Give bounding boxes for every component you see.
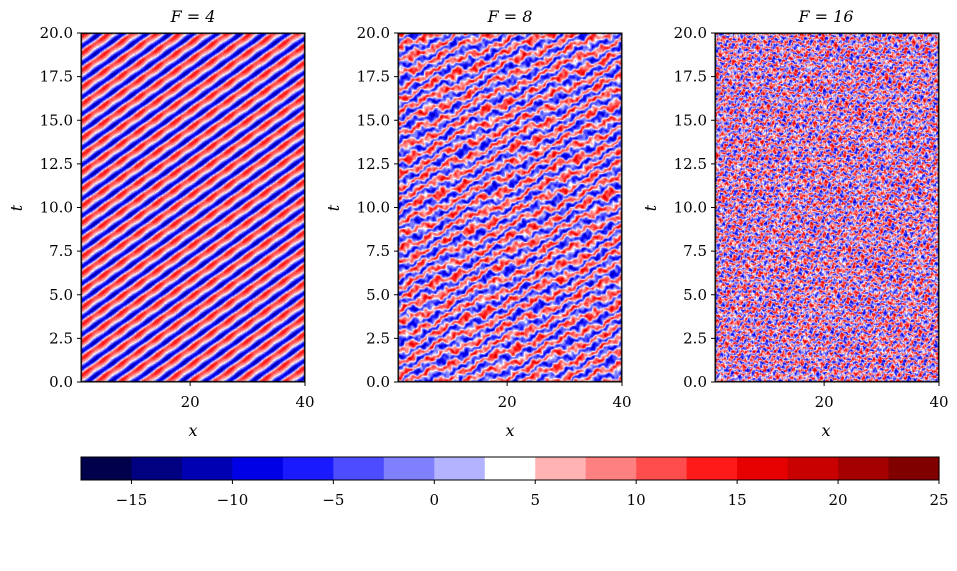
y-tick-label: 12.5 xyxy=(357,155,390,173)
colorbar-tick-label: 15 xyxy=(728,491,747,509)
colorbar-tick-label: −15 xyxy=(116,491,148,509)
colorbar-tick-label: −10 xyxy=(217,491,249,509)
y-tick-label: 17.5 xyxy=(357,68,390,86)
colorbar-swatch xyxy=(282,457,334,480)
panel-title: F = 4 xyxy=(170,7,216,26)
y-axis-label: t xyxy=(641,204,660,211)
colorbar-swatch xyxy=(434,457,486,480)
colorbar-swatch xyxy=(232,457,284,480)
y-tick-label: 15.0 xyxy=(357,111,390,129)
y-tick-label: 5.0 xyxy=(366,286,390,304)
colorbar-ticks: −15 −10 −5 0 5 10 15 20 25 xyxy=(116,480,949,509)
y-tick-label: 0.0 xyxy=(366,373,390,391)
colorbar-swatches xyxy=(81,457,940,480)
panel-f8: F = 8 x t 0.0 2.5 5.0 7.5 10.0 12.5 15.0 17.5 20… xyxy=(324,7,632,440)
colorbar-swatch xyxy=(333,457,385,480)
y-tick-label: 17.5 xyxy=(40,68,73,86)
colorbar-swatch xyxy=(131,457,183,480)
colorbar: −15 −10 −5 0 5 10 15 20 25 xyxy=(80,456,949,509)
colorbar-tick-label: −5 xyxy=(322,491,344,509)
x-tick-label: 20 xyxy=(815,393,834,411)
colorbar-swatch xyxy=(838,457,890,480)
y-axis-label: t xyxy=(324,204,343,211)
y-tick-label: 2.5 xyxy=(366,329,390,347)
y-ticks: 0.0 2.5 5.0 7.5 10.0 12.5 15.0 17.5 20.0 xyxy=(357,24,398,391)
x-ticks: 20 40 xyxy=(815,382,949,411)
colorbar-swatch xyxy=(787,457,839,480)
colorbar-tick-label: 0 xyxy=(430,491,440,509)
y-tick-label: 15.0 xyxy=(674,111,707,129)
y-tick-label: 10.0 xyxy=(674,199,707,217)
y-tick-label: 0.0 xyxy=(49,373,73,391)
colorbar-frame xyxy=(80,456,940,481)
colorbar-swatch xyxy=(636,457,688,480)
panel-f4: F = 4 x t 0.0 2.5 5.0 7.5 10.0 12.5 15.0 17.5 20… xyxy=(7,7,315,440)
x-axis-label: x xyxy=(505,421,514,440)
colorbar-swatch xyxy=(888,457,940,480)
y-tick-label: 12.5 xyxy=(674,155,707,173)
colorbar-swatch xyxy=(686,457,738,480)
heatmap-f4 xyxy=(81,33,305,382)
x-axis-label: x xyxy=(188,421,197,440)
y-tick-label: 10.0 xyxy=(40,199,73,217)
y-tick-label: 5.0 xyxy=(49,286,73,304)
y-tick-label: 20.0 xyxy=(40,24,73,42)
x-tick-label: 40 xyxy=(612,393,631,411)
y-tick-label: 7.5 xyxy=(366,242,390,260)
colorbar-tick-label: 10 xyxy=(627,491,646,509)
y-tick-label: 7.5 xyxy=(683,242,707,260)
y-tick-label: 2.5 xyxy=(683,329,707,347)
colorbar-swatch xyxy=(737,457,789,480)
y-tick-label: 10.0 xyxy=(357,199,390,217)
colorbar-swatch xyxy=(81,457,133,480)
colorbar-swatch xyxy=(383,457,435,480)
colorbar-swatch xyxy=(181,457,234,480)
y-axis-label: t xyxy=(7,204,26,211)
x-tick-label: 20 xyxy=(181,393,200,411)
x-tick-label: 20 xyxy=(498,393,517,411)
colorbar-tick-label: 5 xyxy=(530,491,540,509)
panel-f16: F = 16 x t 0.0 2.5 5.0 7.5 10.0 12.5 15.0 17.5 2… xyxy=(641,7,949,440)
x-axis-label: x xyxy=(821,421,830,440)
y-tick-label: 7.5 xyxy=(49,242,73,260)
x-ticks: 20 40 xyxy=(181,382,315,411)
x-ticks: 20 40 xyxy=(498,382,632,411)
heatmap-f16 xyxy=(715,33,939,382)
y-tick-label: 20.0 xyxy=(674,24,707,42)
y-ticks: 0.0 2.5 5.0 7.5 10.0 12.5 15.0 17.5 20.0 xyxy=(40,24,81,391)
y-tick-label: 5.0 xyxy=(683,286,707,304)
y-tick-label: 15.0 xyxy=(40,111,73,129)
panel-title: F = 8 xyxy=(487,7,533,26)
x-tick-label: 40 xyxy=(295,393,314,411)
panel-title: F = 16 xyxy=(797,7,853,26)
y-tick-label: 17.5 xyxy=(674,68,707,86)
y-tick-label: 20.0 xyxy=(357,24,390,42)
colorbar-tick-label: 25 xyxy=(929,491,948,509)
colorbar-swatch xyxy=(535,457,587,480)
colorbar-swatch xyxy=(585,457,637,480)
y-tick-label: 0.0 xyxy=(683,373,707,391)
y-tick-label: 2.5 xyxy=(49,329,73,347)
x-tick-label: 40 xyxy=(929,393,948,411)
heatmap-f8 xyxy=(398,33,622,382)
colorbar-swatch xyxy=(484,457,536,480)
y-tick-label: 12.5 xyxy=(40,155,73,173)
colorbar-tick-label: 20 xyxy=(829,491,848,509)
y-ticks: 0.0 2.5 5.0 7.5 10.0 12.5 15.0 17.5 20.0 xyxy=(674,24,715,391)
